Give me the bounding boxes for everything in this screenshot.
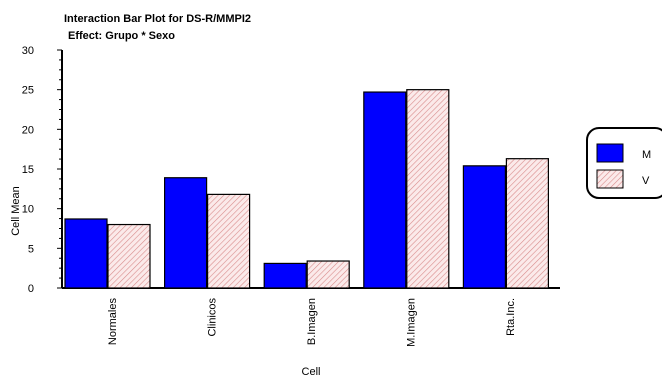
legend-label-v: V (642, 175, 650, 187)
legend-label-m: M (642, 149, 651, 161)
plot-area: 0 5 10 15 20 25 30 Normales Clinicos B.Imagen M.Im… (22, 45, 560, 347)
x-tick-label: B.Imagen (306, 298, 318, 345)
bar-m-rta-inc- (462, 165, 506, 289)
bar-v-m-imagen (406, 89, 450, 289)
x-tick-label: Rta.Inc. (505, 298, 517, 336)
x-tick-label: Normales (107, 298, 119, 346)
y-tick-label: 5 (28, 243, 34, 255)
y-tick-label: 25 (22, 85, 34, 97)
x-tick-label: M.Imagen (406, 298, 418, 347)
bar-v-normales (107, 223, 151, 289)
y-tick-label: 10 (22, 204, 34, 216)
y-axis-label: Cell Mean (10, 186, 22, 236)
legend: M V (586, 127, 662, 199)
bar-v-rta-inc- (505, 158, 549, 289)
bar-v-clinicos (207, 193, 251, 289)
y-tick-label: 15 (22, 164, 34, 176)
y-tick-label: 30 (22, 45, 34, 57)
bar-m-b-imagen (263, 262, 307, 289)
legend-swatch-m (596, 143, 624, 163)
y-tick-label: 0 (28, 283, 34, 295)
x-axis-label: Cell (302, 366, 321, 378)
chart-subtitle: Effect: Grupo * Sexo (68, 30, 175, 42)
chart-title: Interaction Bar Plot for DS-R/MMPI2 (64, 13, 251, 25)
bar-m-normales (64, 218, 108, 289)
bar-m-m-imagen (363, 91, 407, 289)
legend-swatch-v (596, 169, 624, 189)
bar-m-clinicos (164, 177, 208, 289)
bar-v-b-imagen (306, 260, 350, 289)
x-tick-label: Clinicos (206, 298, 218, 337)
y-tick-label: 20 (22, 124, 34, 136)
